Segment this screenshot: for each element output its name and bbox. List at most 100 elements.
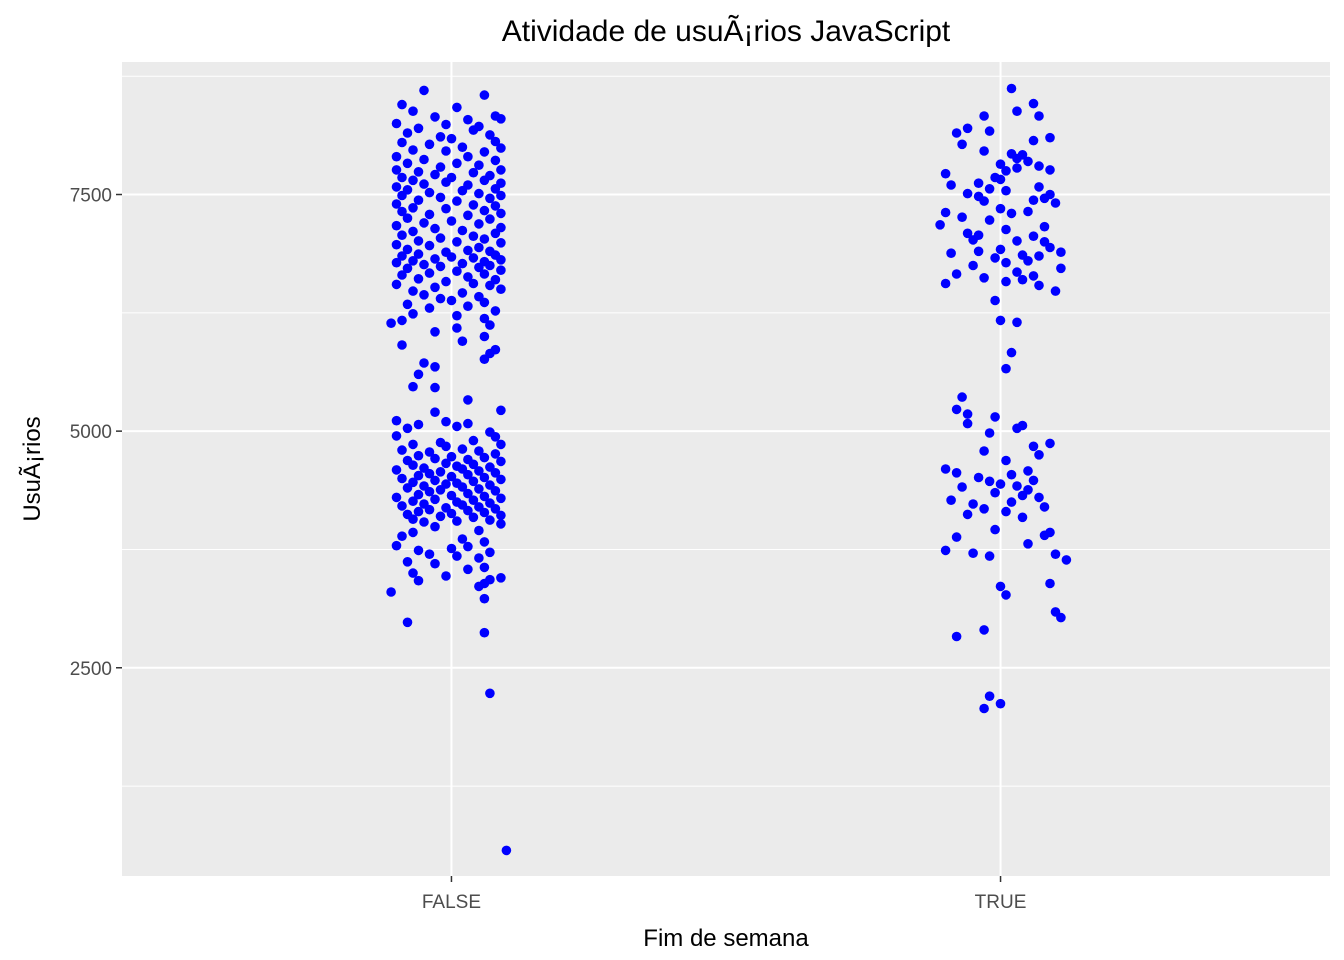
data-points: [386, 83, 1072, 856]
data-point: [424, 209, 435, 220]
data-point: [413, 274, 424, 284]
data-point: [485, 320, 495, 330]
data-point: [490, 155, 501, 166]
data-point: [463, 418, 473, 429]
data-point: [452, 266, 462, 277]
x-axis-ticks: FALSE TRUE: [422, 876, 1026, 913]
data-point: [397, 531, 407, 541]
data-point: [479, 205, 490, 216]
data-point: [386, 587, 396, 597]
data-point: [979, 273, 989, 283]
data-point: [496, 405, 506, 416]
data-point: [1012, 106, 1022, 116]
major-gridlines: [122, 62, 1330, 876]
data-point: [973, 178, 984, 188]
data-point: [474, 525, 484, 536]
data-point: [424, 549, 435, 559]
data-point: [479, 627, 490, 638]
data-point: [441, 146, 451, 156]
data-point: [496, 510, 506, 521]
data-point: [457, 225, 468, 236]
data-point: [968, 499, 978, 509]
data-point: [1045, 438, 1055, 449]
data-point: [430, 475, 440, 486]
data-point: [973, 246, 984, 257]
data-point: [441, 416, 451, 427]
data-point: [463, 301, 473, 312]
data-point: [441, 571, 451, 581]
data-point: [408, 309, 418, 319]
data-point: [1028, 195, 1039, 205]
data-point: [463, 272, 473, 282]
data-point: [446, 490, 457, 501]
data-point: [1017, 490, 1028, 501]
data-point: [402, 213, 413, 223]
data-point: [1061, 555, 1072, 565]
data-point: [485, 688, 495, 699]
data-point: [391, 415, 402, 426]
data-point: [957, 392, 967, 402]
data-point: [479, 175, 490, 186]
data-point: [1023, 255, 1033, 266]
data-point: [962, 409, 973, 419]
data-point: [490, 432, 501, 442]
data-point: [408, 439, 418, 450]
data-point: [446, 252, 457, 262]
data-point: [457, 288, 468, 298]
y-tick-label: 7500: [70, 186, 112, 207]
data-point: [479, 269, 490, 279]
data-point: [435, 293, 446, 304]
chart-title: Atividade de usuÃ¡rios JavaScript: [502, 14, 951, 48]
data-point: [435, 162, 446, 172]
data-point: [463, 245, 473, 256]
data-point: [430, 223, 440, 234]
data-point: [468, 253, 479, 263]
data-point: [419, 85, 429, 96]
data-point: [402, 158, 413, 169]
data-point: [408, 381, 418, 392]
data-point: [397, 445, 407, 455]
data-point: [446, 543, 457, 554]
data-point: [979, 196, 989, 206]
data-point: [979, 446, 989, 456]
data-point: [496, 474, 506, 485]
data-point: [479, 297, 490, 308]
data-point: [446, 133, 457, 144]
data-point: [397, 137, 407, 148]
data-point: [424, 504, 435, 515]
data-point: [408, 527, 418, 538]
data-point: [435, 132, 446, 142]
data-point: [490, 136, 501, 147]
data-point: [413, 470, 424, 481]
data-point: [1001, 506, 1011, 517]
data-point: [496, 456, 506, 467]
data-point: [402, 263, 413, 274]
y-tick-label: 2500: [70, 659, 112, 680]
data-point: [419, 290, 429, 300]
data-point: [452, 421, 462, 432]
data-point: [496, 519, 506, 529]
data-point: [940, 545, 951, 556]
data-point: [430, 407, 440, 418]
data-point: [946, 248, 956, 258]
data-point: [485, 193, 495, 204]
data-point: [479, 472, 490, 483]
data-point: [402, 423, 413, 434]
data-point: [397, 230, 407, 240]
data-point: [968, 235, 978, 245]
data-point: [468, 125, 479, 135]
data-point: [1034, 280, 1044, 291]
data-point: [424, 486, 435, 497]
data-point: [501, 845, 512, 856]
data-point: [1034, 182, 1044, 192]
data-point: [474, 581, 484, 592]
data-point: [446, 451, 457, 462]
data-point: [452, 237, 462, 247]
data-point: [479, 562, 490, 573]
plot-panel: [122, 62, 1330, 876]
data-point: [496, 190, 506, 201]
data-point: [490, 449, 501, 459]
data-point: [397, 190, 407, 201]
data-point: [1001, 166, 1011, 176]
